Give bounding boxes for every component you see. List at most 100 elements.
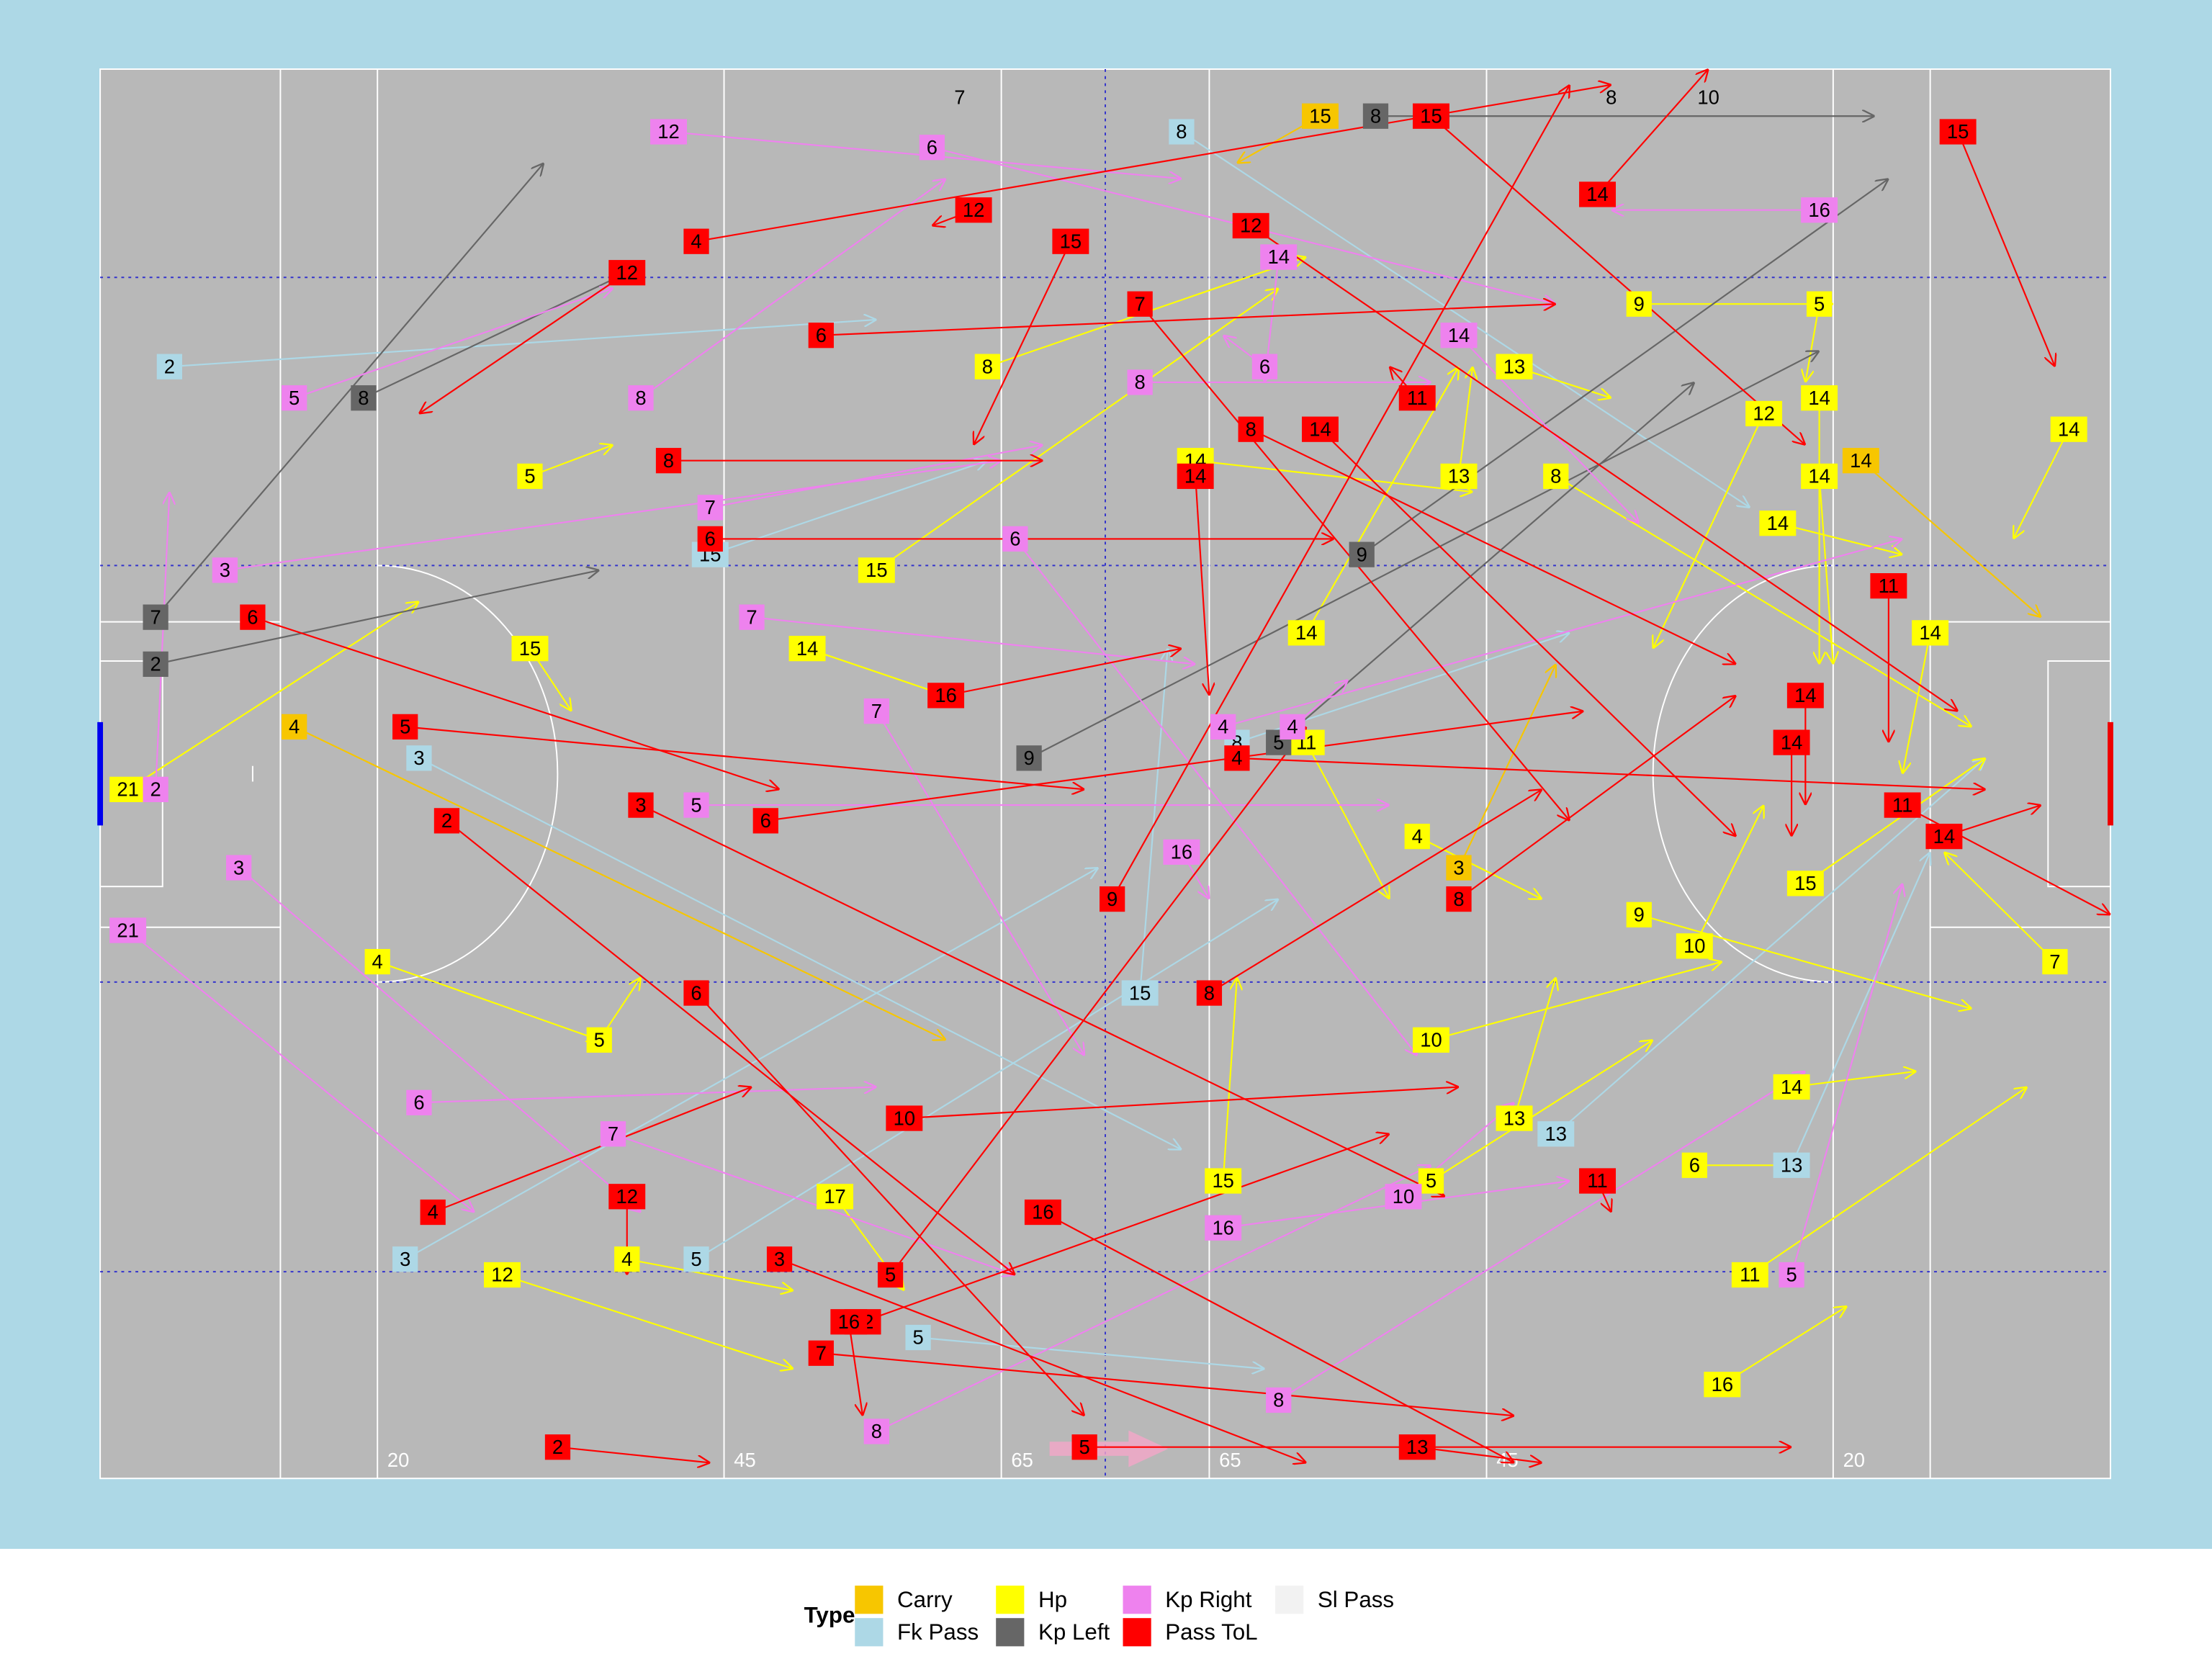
legend: Type Carry Fk Pass Hp Kp Left Kp Right Pass T…: [804, 1586, 1394, 1647]
event-label: 7: [746, 606, 757, 628]
event-start: [1260, 244, 1298, 270]
event-start: [863, 1419, 889, 1444]
event-start: [1626, 902, 1652, 927]
x-tick-label: 65: [1011, 1449, 1033, 1471]
event-label: 10: [1683, 935, 1705, 957]
event-start: [817, 1184, 854, 1210]
event-start: [392, 714, 418, 740]
event-start: [2042, 948, 2068, 975]
event-arrow: [432, 1087, 752, 1213]
event-start: [650, 119, 687, 145]
event-label: 14: [1448, 324, 1470, 346]
event-start: [586, 1027, 612, 1053]
event-label: 5: [524, 465, 535, 487]
event-arrow: [1860, 459, 2041, 617]
event-start: [1939, 119, 1977, 145]
event-label: 14: [1808, 387, 1830, 409]
event-start: [1884, 792, 1921, 818]
legend-label: Carry: [897, 1587, 953, 1612]
legend-title: Type: [804, 1603, 855, 1628]
event-label: 15: [1947, 120, 1969, 143]
event-start: [156, 354, 183, 379]
event-start: [226, 855, 252, 881]
event-arrow: [1431, 962, 1722, 1041]
event-label: 4: [1218, 716, 1228, 738]
event-start: [1681, 1152, 1707, 1178]
legend-label: Hp: [1038, 1587, 1067, 1612]
event-label: 2: [150, 778, 161, 801]
event-start: [406, 1089, 432, 1115]
event-label: 15: [866, 559, 887, 581]
event-start: [1362, 103, 1389, 129]
x-tick-label: 20: [1843, 1449, 1865, 1471]
event-arrow: [696, 992, 1084, 1416]
event-label: 4: [428, 1201, 439, 1223]
event-start: [1121, 980, 1159, 1006]
event-label: 7: [816, 1341, 827, 1364]
event-arrow: [238, 867, 641, 1212]
event-start: [1100, 886, 1125, 912]
event-start: [766, 1246, 793, 1272]
event-arrow: [1902, 632, 1931, 774]
event-start: [808, 323, 834, 349]
event-label: 8: [1176, 120, 1187, 143]
event-arrow: [252, 616, 780, 789]
event-label: 5: [912, 1326, 923, 1349]
goal-right: [2108, 721, 2113, 826]
event-arrow: [1278, 1071, 1806, 1401]
event-label: 8: [982, 355, 993, 377]
event-label: 13: [1545, 1123, 1567, 1145]
event-label: 13: [1503, 1107, 1525, 1129]
event-label: 6: [760, 809, 771, 832]
event-start: [282, 385, 307, 411]
event-arrow: [945, 649, 1182, 696]
event-arrow: [1555, 758, 1986, 1135]
event-start: [927, 683, 965, 709]
event-label: 5: [289, 387, 300, 409]
event-arrow: [640, 804, 1445, 1197]
x-tick-label: 20: [387, 1449, 409, 1471]
event-start: [1232, 212, 1269, 239]
event-arrow: [696, 899, 1279, 1260]
event-label: 9: [1357, 543, 1367, 565]
event-label: 5: [885, 1264, 896, 1286]
event-arrow: [418, 757, 1182, 1150]
event-label: 2: [164, 355, 175, 377]
legend-key: [855, 1586, 884, 1614]
event-label: 6: [1259, 355, 1270, 377]
event-label: 16: [1712, 1373, 1733, 1395]
event-label: 15: [1309, 104, 1331, 127]
event-arrow: [1596, 69, 1709, 195]
event-start: [886, 1105, 923, 1131]
event-start: [1773, 1074, 1810, 1100]
event-start: [1543, 463, 1569, 490]
legend-key: [1123, 1586, 1151, 1614]
legend-label: Kp Left: [1038, 1619, 1110, 1645]
event-start: [1579, 181, 1617, 207]
event-label: 15: [1420, 104, 1442, 127]
event-label: 9: [1634, 292, 1645, 315]
event-label: 4: [372, 950, 383, 973]
event-start: [1177, 463, 1214, 490]
event-label: 3: [774, 1248, 785, 1270]
event-start: [2050, 416, 2087, 442]
event-label: 8: [1135, 371, 1146, 393]
event-arrow: [1458, 334, 1639, 523]
event-label: 8: [358, 387, 369, 409]
event-arrow: [640, 179, 946, 399]
event-label: 8: [1550, 465, 1561, 487]
event-arrow: [1513, 977, 1556, 1119]
event-label: 4: [691, 230, 701, 252]
event-arrow: [876, 1165, 1431, 1432]
event-arrow: [1639, 914, 1972, 1008]
event-label: 6: [1689, 1154, 1700, 1176]
event-start: [683, 1246, 709, 1272]
event-arrow: [1791, 1071, 1916, 1088]
event-start: [919, 135, 945, 161]
event-start: [1773, 1152, 1810, 1178]
event-label: 2: [552, 1436, 563, 1458]
event-start: [1016, 745, 1042, 771]
event-label: 13: [1406, 1436, 1428, 1458]
event-arrow: [1015, 538, 1417, 1056]
